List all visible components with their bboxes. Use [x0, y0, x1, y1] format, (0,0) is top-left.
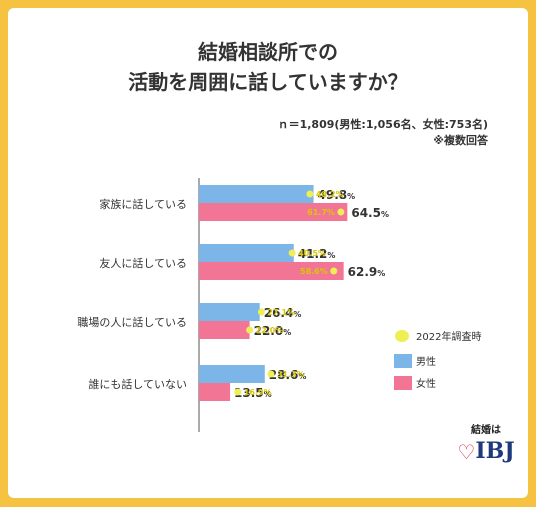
bar-male: [199, 244, 294, 262]
chart-title-line1: 結婚相談所での: [198, 40, 338, 64]
previous-marker: [306, 190, 314, 198]
previous-marker: [330, 267, 338, 275]
card: 結婚相談所での 活動を周囲に話していますか？ ｎ＝1,809(男性:1,056名…: [8, 8, 528, 498]
legend-previous-swatch: [395, 330, 409, 342]
logo-main: ♡IBJ: [446, 438, 526, 464]
value-label: 64.5%: [351, 206, 389, 220]
bar-female: [199, 321, 250, 339]
previous-marker: [267, 370, 275, 378]
value-label: 26.4%: [264, 306, 302, 320]
bar-male: [199, 185, 314, 203]
previous-marker: [257, 308, 265, 316]
value-label: 49.8%: [318, 188, 356, 202]
category-label: 職場の人に話している: [77, 315, 187, 329]
bar-male: [199, 303, 260, 321]
category-label: 家族に話している: [99, 197, 187, 211]
category-label: 友人に話している: [99, 256, 187, 270]
logo-sub: 結婚は: [471, 425, 501, 436]
previous-label: 40.5%: [298, 249, 326, 258]
previous-label: 58.6%: [300, 267, 328, 276]
bar-male: [199, 365, 265, 383]
previous-label: 16.9%: [244, 388, 272, 397]
logo-text: IBJ: [475, 438, 515, 464]
bar-female: [199, 383, 231, 401]
value-label: 22.0%: [254, 324, 292, 338]
previous-label: 22.0%: [256, 326, 284, 335]
previous-label: 61.7%: [307, 208, 335, 217]
value-label: 62.9%: [348, 265, 386, 279]
previous-label: 27.1%: [267, 308, 295, 317]
category-label: 誰にも話していない: [88, 377, 187, 391]
bar-female: [199, 203, 348, 221]
ibj-logo: 結婚は ♡IBJ: [446, 421, 526, 464]
legend-male-label: 男性: [416, 355, 436, 368]
legend-female-swatch: [394, 376, 412, 390]
previous-marker: [337, 208, 345, 216]
bar-female: [199, 262, 344, 280]
previous-marker: [234, 388, 242, 396]
previous-marker: [246, 326, 254, 334]
value-label: 41.2%: [298, 247, 336, 261]
legend-female-label: 女性: [416, 377, 436, 390]
multi-answer-note: ※複数回答: [433, 134, 488, 147]
legend-previous-label: 2022年調査時: [416, 330, 481, 343]
legend-male-swatch: [394, 354, 412, 368]
sample-note: ｎ＝1,809(男性:1,056名、女性:753名): [277, 118, 488, 131]
previous-label: 31.3%: [277, 370, 305, 379]
value-label: 13.5%: [234, 386, 272, 400]
value-label: 28.6%: [269, 368, 307, 382]
heart-icon: ♡: [457, 440, 476, 464]
chart-title-line2: 活動を周囲に話していますか？: [128, 70, 408, 94]
previous-label: 48.2%: [316, 190, 344, 199]
previous-marker: [288, 249, 296, 257]
